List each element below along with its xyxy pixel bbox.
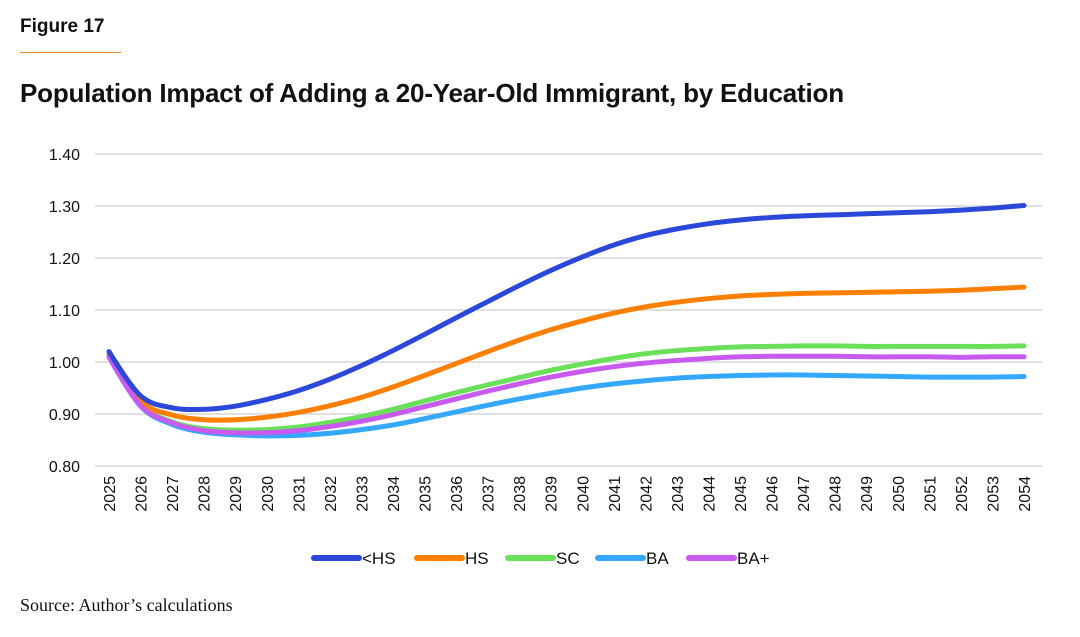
x-tick-label: 2047 — [796, 476, 813, 512]
series-line-ba-plus — [106, 353, 1027, 436]
legend-label: <HS — [362, 549, 396, 568]
x-tick-label: 2027 — [165, 476, 182, 512]
x-tick-label: 2029 — [228, 476, 245, 512]
x-tick-label: 2030 — [260, 476, 277, 512]
source-note: Source: Author’s calculations — [20, 595, 233, 615]
x-tick-label: 2053 — [985, 476, 1002, 512]
x-tick-label: 2033 — [354, 476, 371, 512]
x-tick-label: 2043 — [670, 476, 687, 512]
x-tick-label: 2049 — [859, 476, 876, 512]
x-tick-label: 2026 — [134, 476, 151, 512]
y-tick-label: 1.00 — [49, 355, 80, 372]
x-tick-label: 2048 — [828, 476, 845, 512]
x-tick-label: 2051 — [922, 476, 939, 512]
x-tick-label: 2042 — [638, 476, 655, 512]
y-tick-label: 1.20 — [49, 251, 80, 268]
x-tick-label: 2044 — [701, 476, 718, 512]
series-line-hs-lt — [106, 202, 1027, 413]
legend-label: HS — [465, 549, 489, 568]
y-tick-label: 0.80 — [49, 459, 80, 476]
x-tick-label: 2038 — [512, 476, 529, 512]
x-tick-label: 2028 — [197, 476, 214, 512]
x-tick-label: 2035 — [418, 476, 435, 512]
x-tick-label: 2034 — [386, 476, 403, 512]
x-tick-label: 2045 — [733, 476, 750, 512]
legend-label: BA+ — [737, 549, 770, 568]
x-tick-label: 2040 — [575, 476, 592, 512]
figure-label: Figure 17 — [20, 16, 105, 37]
chart-title: Population Impact of Adding a 20-Year-Ol… — [20, 78, 844, 108]
legend-label: SC — [556, 549, 580, 568]
y-tick-label: 1.40 — [49, 147, 80, 164]
x-tick-label: 2052 — [954, 476, 971, 512]
figure-label-underline — [20, 52, 121, 53]
x-tick-label: 2054 — [1017, 476, 1034, 512]
y-tick-label: 1.30 — [49, 199, 80, 216]
series-line-hs — [106, 284, 1027, 423]
x-tick-label: 2031 — [291, 476, 308, 512]
x-tick-label: 2036 — [449, 476, 466, 512]
x-tick-label: 2046 — [765, 476, 782, 512]
x-tick-label: 2041 — [607, 476, 624, 512]
x-tick-label: 2032 — [323, 476, 340, 512]
x-tick-label: 2050 — [891, 476, 908, 512]
x-tick-label: 2037 — [481, 476, 498, 512]
legend-label: BA — [646, 549, 669, 568]
x-tick-label: 2039 — [544, 476, 561, 512]
x-tick-label: 2025 — [102, 476, 119, 512]
y-tick-label: 0.90 — [49, 407, 80, 424]
series-line-ba — [106, 354, 1027, 439]
y-tick-label: 1.10 — [49, 303, 80, 320]
series-line-sc — [106, 343, 1027, 433]
